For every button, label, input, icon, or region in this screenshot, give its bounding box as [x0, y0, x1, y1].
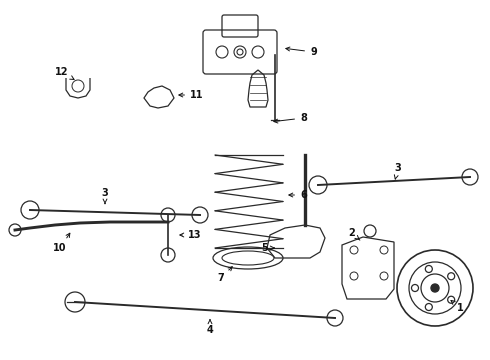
Text: 10: 10: [53, 233, 70, 253]
Text: 5: 5: [261, 243, 274, 253]
Text: 9: 9: [286, 47, 317, 57]
Text: 6: 6: [289, 190, 307, 200]
Text: 3: 3: [101, 188, 108, 204]
Circle shape: [431, 284, 439, 292]
Text: 11: 11: [179, 90, 203, 100]
Text: 3: 3: [394, 163, 401, 179]
Text: 8: 8: [274, 113, 307, 123]
Text: 4: 4: [207, 319, 213, 335]
Text: 1: 1: [451, 301, 464, 313]
Text: 13: 13: [180, 230, 201, 240]
Text: 12: 12: [54, 67, 74, 80]
Text: 7: 7: [217, 267, 232, 283]
Text: 2: 2: [348, 228, 360, 240]
